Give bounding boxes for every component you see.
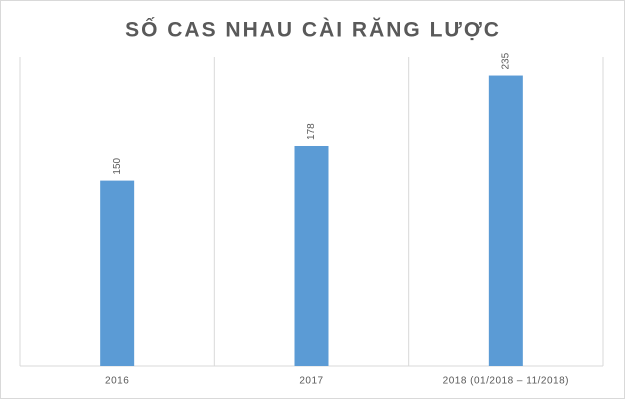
data-label: 150 bbox=[112, 157, 123, 174]
x-tick-label: 2016 bbox=[105, 376, 129, 387]
chart-title: SỐ CAS NHAU CÀI RĂNG LƯỢC bbox=[125, 18, 501, 42]
bar bbox=[488, 75, 523, 366]
x-tick-label: 2018 (01/2018 – 11/2018) bbox=[443, 376, 569, 387]
data-label: 235 bbox=[500, 52, 511, 69]
x-tick-label: 2017 bbox=[299, 376, 323, 387]
bar bbox=[294, 145, 329, 366]
bar bbox=[100, 180, 135, 366]
data-label: 178 bbox=[306, 123, 317, 140]
